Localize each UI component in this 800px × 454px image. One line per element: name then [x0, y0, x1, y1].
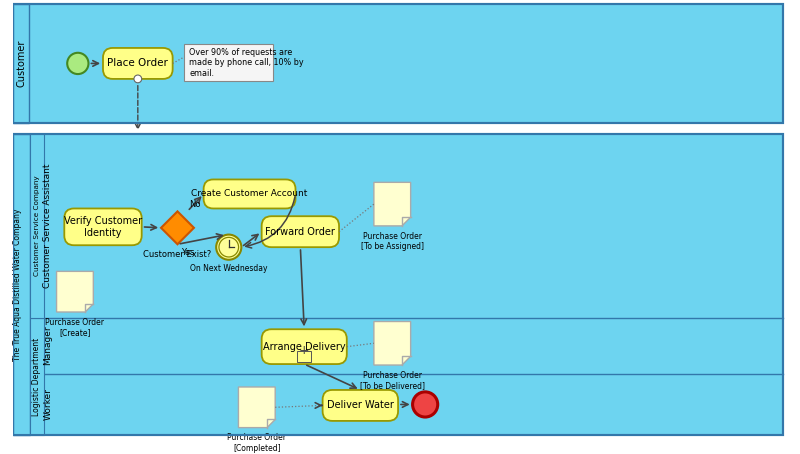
Text: Worker: Worker [43, 389, 52, 420]
FancyBboxPatch shape [64, 208, 142, 245]
Bar [13, 134, 783, 435]
Text: Place Order: Place Order [107, 59, 168, 69]
Text: Customer Exist?: Customer Exist? [143, 250, 212, 259]
Text: Purchase Order
[To be Assigned]: Purchase Order [To be Assigned] [361, 232, 424, 251]
Bar [30, 318, 44, 435]
Text: Yes: Yes [182, 248, 195, 257]
Bar [13, 4, 783, 123]
FancyBboxPatch shape [262, 329, 346, 364]
Text: Customer: Customer [16, 40, 26, 87]
Polygon shape [374, 183, 410, 226]
Circle shape [134, 75, 142, 83]
Text: Deliver Water: Deliver Water [327, 400, 394, 410]
Bar [30, 134, 44, 318]
Polygon shape [374, 321, 410, 365]
Circle shape [413, 392, 438, 417]
Text: Customer Service Company: Customer Service Company [34, 176, 40, 276]
FancyBboxPatch shape [262, 216, 339, 247]
Text: Purchase Order
[Create]: Purchase Order [Create] [46, 318, 105, 337]
Text: On Next Wednesday: On Next Wednesday [190, 264, 267, 272]
Polygon shape [238, 387, 275, 428]
Circle shape [67, 53, 89, 74]
Text: Create Customer Account: Create Customer Account [191, 189, 308, 198]
Text: Verify Customer
Identity: Verify Customer Identity [64, 216, 142, 237]
Polygon shape [161, 212, 194, 244]
Text: Customer Service Assistant: Customer Service Assistant [43, 163, 52, 288]
Text: Logistic Department: Logistic Department [33, 337, 42, 416]
Bar [13, 134, 783, 435]
FancyBboxPatch shape [204, 179, 295, 208]
Text: Purchase Order
[Completed]: Purchase Order [Completed] [227, 434, 286, 453]
Circle shape [216, 235, 242, 260]
Bar [13, 4, 783, 123]
Bar [13, 4, 30, 123]
FancyBboxPatch shape [103, 48, 173, 79]
Text: Arrange Delivery: Arrange Delivery [263, 342, 346, 352]
Bar [184, 44, 274, 81]
Bar [13, 134, 30, 435]
Text: +: + [299, 344, 310, 357]
Text: No: No [190, 200, 201, 209]
Text: The True Aqua Distilled Water Company: The True Aqua Distilled Water Company [14, 208, 22, 361]
Text: Over 90% of requests are
made by phone call, 10% by
email.: Over 90% of requests are made by phone c… [189, 48, 304, 78]
Bar [298, 350, 311, 362]
Text: Forward Order: Forward Order [266, 227, 335, 237]
FancyBboxPatch shape [322, 390, 398, 421]
Text: Purchase Order
[To be Delivered]: Purchase Order [To be Delivered] [360, 371, 425, 390]
Polygon shape [57, 271, 94, 312]
Circle shape [219, 237, 238, 257]
Text: Manager: Manager [43, 326, 52, 365]
